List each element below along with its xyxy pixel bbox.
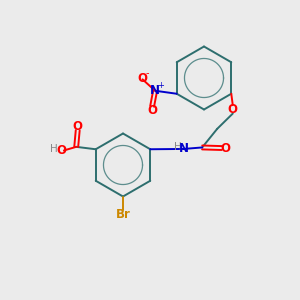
Text: H: H <box>174 142 182 152</box>
Text: O: O <box>56 144 66 157</box>
Text: H: H <box>50 144 58 154</box>
Text: -: - <box>146 68 149 78</box>
Text: O: O <box>228 103 238 116</box>
Text: N: N <box>179 142 189 155</box>
Text: O: O <box>137 72 148 85</box>
Text: +: + <box>157 81 164 90</box>
Text: O: O <box>73 120 83 133</box>
Text: Br: Br <box>116 208 130 221</box>
Text: O: O <box>147 104 157 117</box>
Text: O: O <box>220 142 231 154</box>
Text: N: N <box>150 84 160 97</box>
